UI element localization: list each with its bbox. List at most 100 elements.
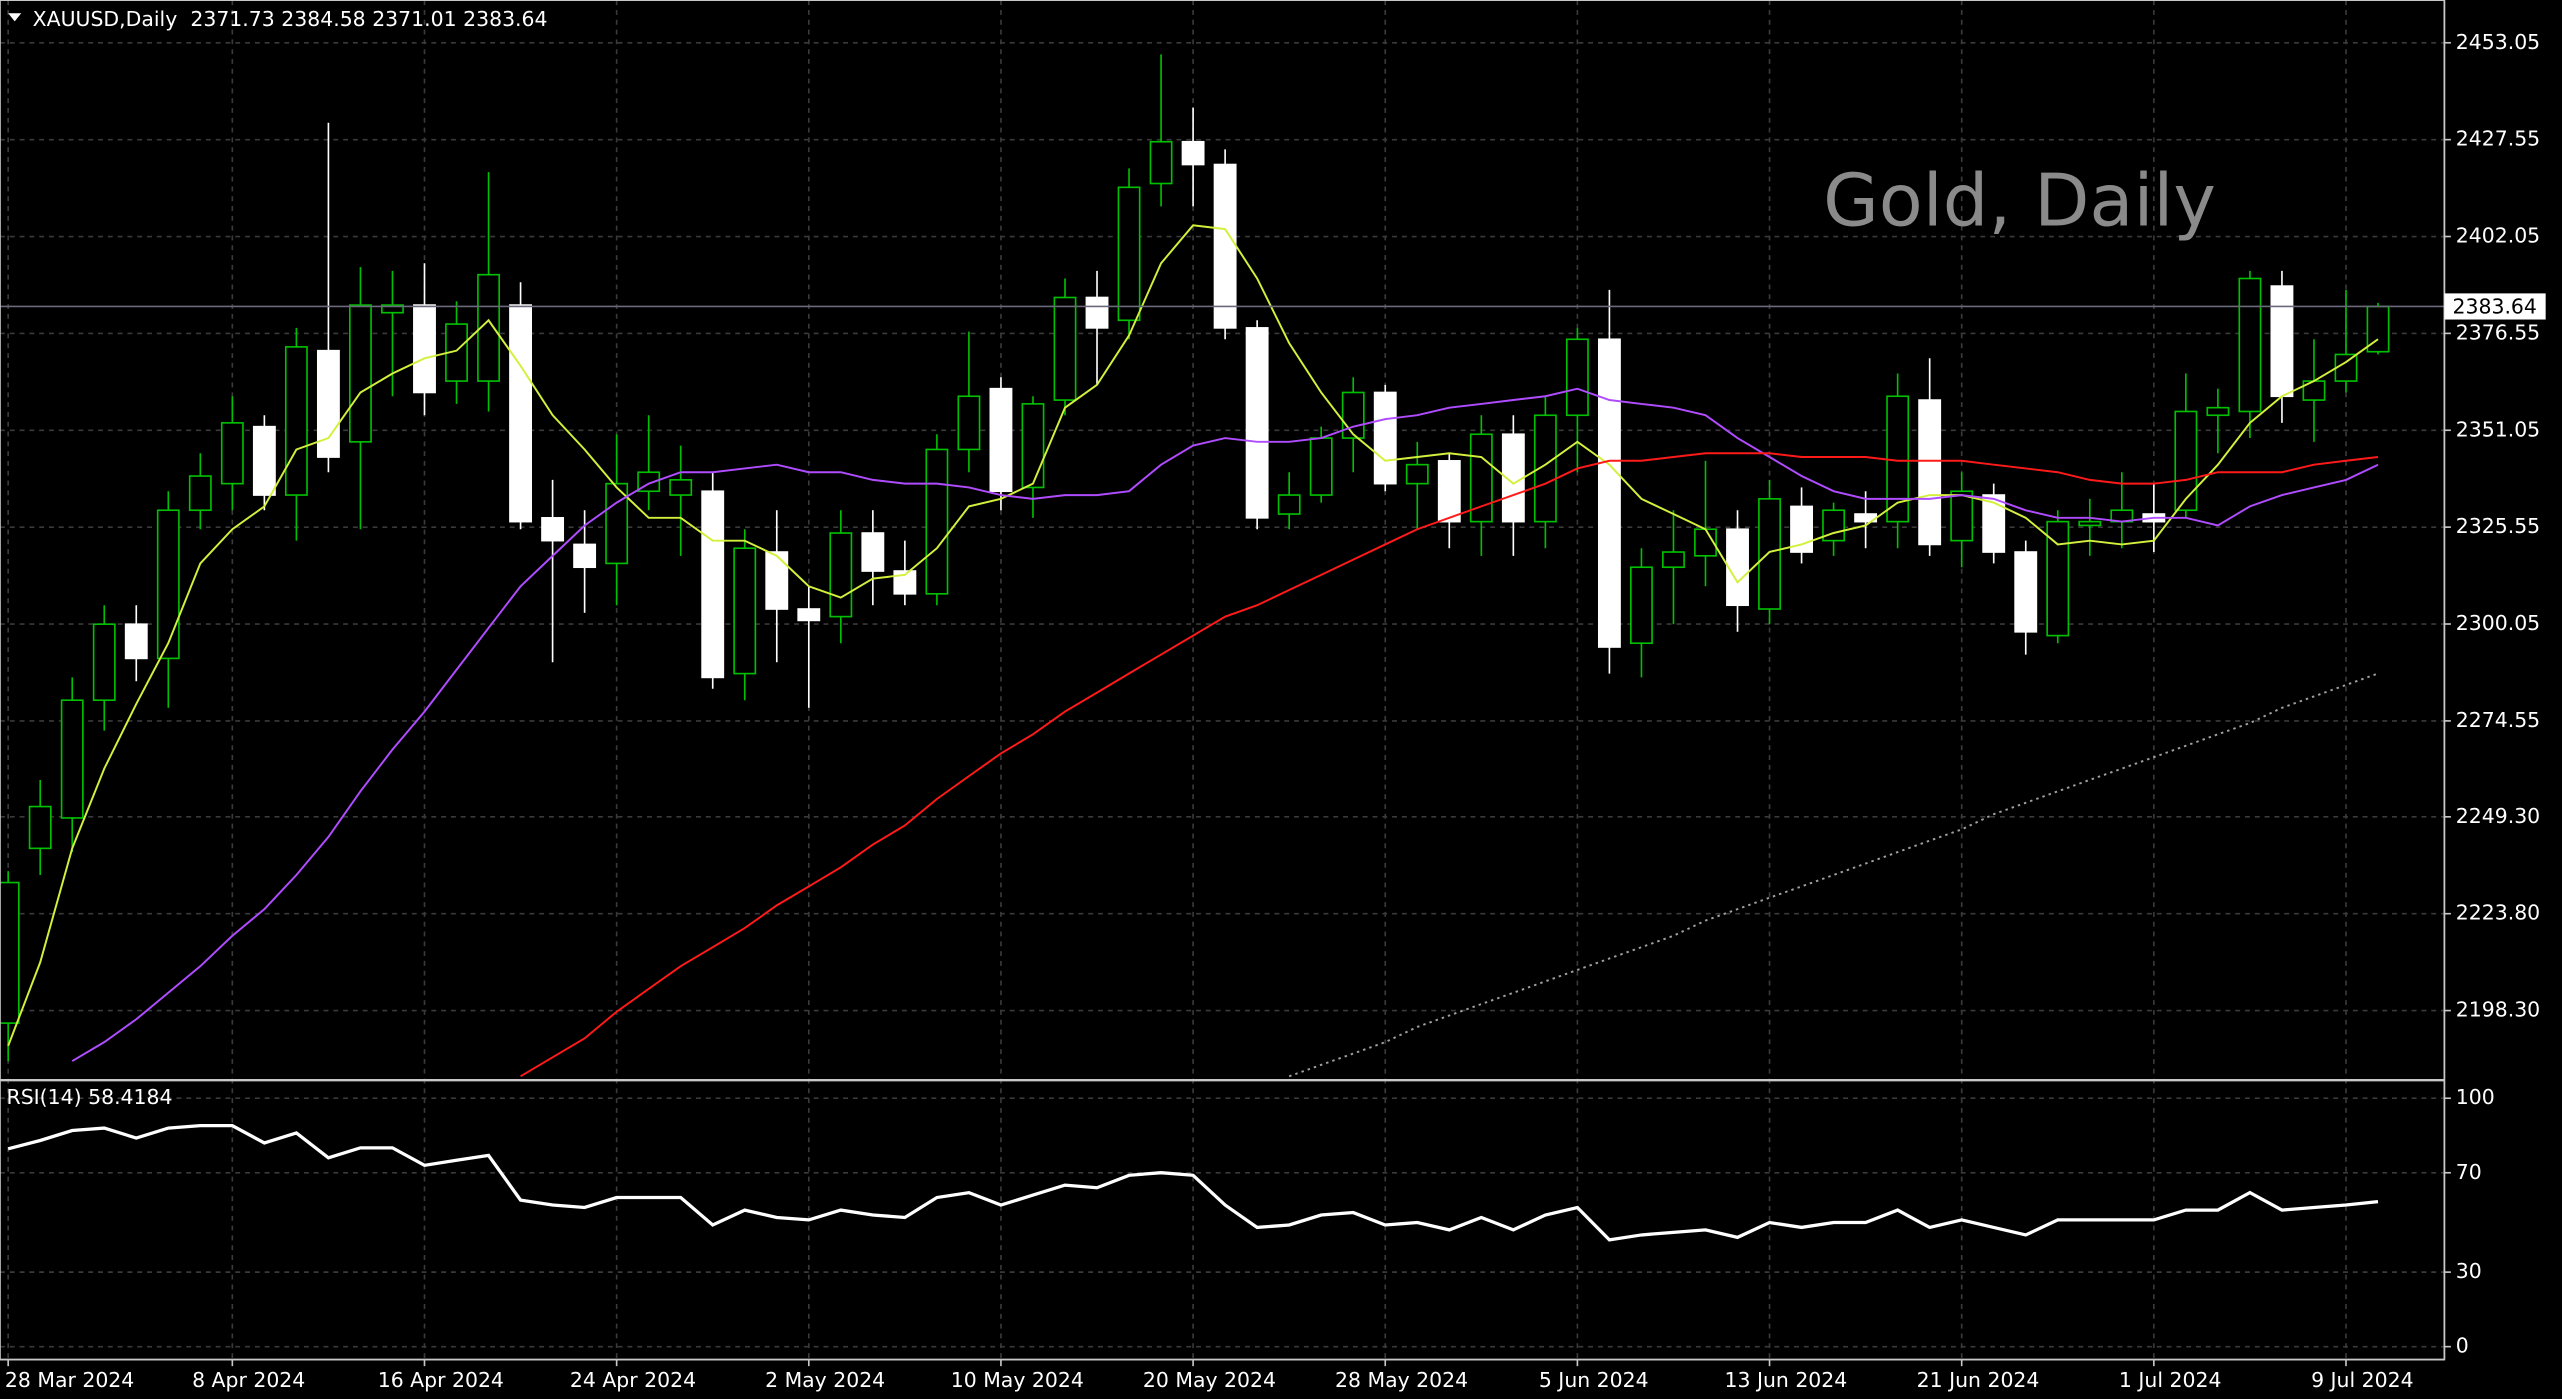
candle-body bbox=[381, 304, 404, 314]
candle-body bbox=[797, 608, 821, 622]
candle-body bbox=[733, 547, 757, 675]
candle-body bbox=[1630, 566, 1653, 645]
header-open: 2371.73 bbox=[190, 7, 274, 31]
candle-body bbox=[1950, 490, 1974, 542]
rsi-value: 58.4184 bbox=[88, 1085, 172, 1109]
candle-body bbox=[2238, 277, 2262, 413]
y-tick-label: 0 bbox=[2456, 1334, 2469, 1358]
x-tick-label: 28 Mar 2024 bbox=[5, 1368, 134, 1392]
y-tick-label: 2402.05 bbox=[2456, 224, 2540, 248]
symbol: XAUUSD,Daily bbox=[33, 7, 178, 31]
y-tick-label: 70 bbox=[2456, 1160, 2482, 1184]
watermark: Gold, Daily bbox=[1823, 159, 2216, 243]
x-tick-label: 5 Jun 2024 bbox=[1539, 1368, 1649, 1392]
candle-body bbox=[1597, 338, 1621, 648]
candle-body bbox=[1149, 140, 1173, 185]
x-tick-label: 24 Apr 2024 bbox=[570, 1368, 696, 1392]
rsi-header: RSI(14) 58.4184 bbox=[7, 1085, 173, 1109]
x-tick-label: 13 Jun 2024 bbox=[1725, 1368, 1848, 1392]
y-tick-label: 2274.55 bbox=[2456, 708, 2540, 732]
x-tick-label: 1 Jul 2024 bbox=[2119, 1368, 2222, 1392]
candle-body bbox=[1822, 509, 1846, 542]
candle-body bbox=[1405, 463, 1429, 485]
candle-body bbox=[541, 517, 565, 542]
x-tick-label: 9 Jul 2024 bbox=[2311, 1368, 2414, 1392]
candle-body bbox=[861, 532, 885, 572]
y-tick-label: 2300.05 bbox=[2456, 611, 2540, 635]
candle-body bbox=[252, 425, 276, 496]
candle-body bbox=[1982, 494, 2006, 553]
header-low: 2371.01 bbox=[372, 7, 456, 31]
candle-body bbox=[829, 532, 853, 618]
candle-body bbox=[92, 623, 116, 702]
candle-body bbox=[1758, 498, 1781, 610]
candle-body bbox=[1726, 528, 1749, 607]
candle-body bbox=[2334, 353, 2358, 382]
candle-body bbox=[477, 273, 500, 382]
x-tick-label: 16 Apr 2024 bbox=[378, 1368, 504, 1392]
candle-body bbox=[2078, 520, 2102, 527]
candle-body bbox=[925, 448, 949, 595]
candle-body bbox=[509, 304, 533, 523]
y-tick-label: 2325.55 bbox=[2456, 514, 2540, 538]
candle-body bbox=[573, 543, 597, 569]
y-tick-label: 100 bbox=[2456, 1085, 2495, 1109]
candle-body bbox=[765, 551, 789, 610]
candle-body bbox=[124, 623, 148, 660]
candle-body bbox=[1021, 403, 1045, 489]
last-price-label: 2383.64 bbox=[2453, 294, 2537, 318]
menu-triangle[interactable] bbox=[8, 13, 22, 22]
candle-body bbox=[1790, 505, 1814, 553]
x-tick-label: 20 May 2024 bbox=[1143, 1368, 1276, 1392]
candle-body bbox=[2206, 406, 2230, 417]
axes: 2453.05 2427.55 2402.05 2376.55 2351.05 2325.… bbox=[5, 30, 2546, 1392]
candle-body bbox=[701, 490, 725, 679]
candle-body bbox=[1373, 391, 1397, 485]
frame bbox=[0, 0, 2446, 1361]
x-tick-label: 10 May 2024 bbox=[951, 1368, 1084, 1392]
candle-body bbox=[2014, 551, 2038, 633]
candle-body bbox=[1277, 494, 1301, 515]
y-tick-label: 2198.30 bbox=[2456, 998, 2540, 1022]
candle-body bbox=[1053, 296, 1077, 401]
x-tick-label: 21 Jun 2024 bbox=[1917, 1368, 2040, 1392]
candle-body bbox=[2270, 285, 2294, 398]
candle-body bbox=[989, 387, 1013, 493]
candle-body bbox=[1533, 414, 1557, 523]
last-price-box bbox=[2444, 293, 2546, 320]
candle-body bbox=[156, 509, 180, 660]
line-series bbox=[7, 224, 2379, 1047]
header-close: 2383.64 bbox=[463, 7, 547, 31]
candle-body bbox=[2174, 410, 2198, 512]
candle-body bbox=[0, 881, 20, 1024]
candle-body bbox=[349, 304, 372, 443]
y-tick-label: 2351.05 bbox=[2456, 417, 2540, 441]
candle-body bbox=[1309, 437, 1333, 496]
candle-body bbox=[1245, 327, 1269, 519]
header-high: 2384.58 bbox=[281, 7, 365, 31]
candle-body bbox=[2046, 520, 2070, 637]
y-tick-label: 2453.05 bbox=[2456, 30, 2540, 54]
line-series bbox=[520, 452, 2379, 1078]
y-tick-label: 2376.55 bbox=[2456, 320, 2540, 344]
candle-body bbox=[1565, 338, 1589, 417]
y-tick-label: 2249.30 bbox=[2456, 804, 2540, 828]
x-tick-label: 28 May 2024 bbox=[1335, 1368, 1468, 1392]
candle-body bbox=[1181, 140, 1205, 166]
line-series bbox=[7, 1123, 2379, 1242]
candle-body bbox=[220, 422, 244, 485]
candle-body bbox=[669, 479, 693, 496]
candle-body bbox=[893, 570, 917, 595]
candle-body bbox=[1918, 399, 1942, 546]
candle-body bbox=[28, 805, 52, 850]
candle-body bbox=[957, 395, 981, 451]
rsi-title: RSI(14) bbox=[7, 1085, 82, 1109]
candle-body bbox=[1117, 186, 1141, 322]
candle-body bbox=[1213, 163, 1237, 329]
candle-body bbox=[1341, 391, 1365, 439]
plot bbox=[0, 54, 2445, 1242]
x-tick-label: 8 Apr 2024 bbox=[192, 1368, 305, 1392]
candle-body bbox=[413, 304, 436, 394]
